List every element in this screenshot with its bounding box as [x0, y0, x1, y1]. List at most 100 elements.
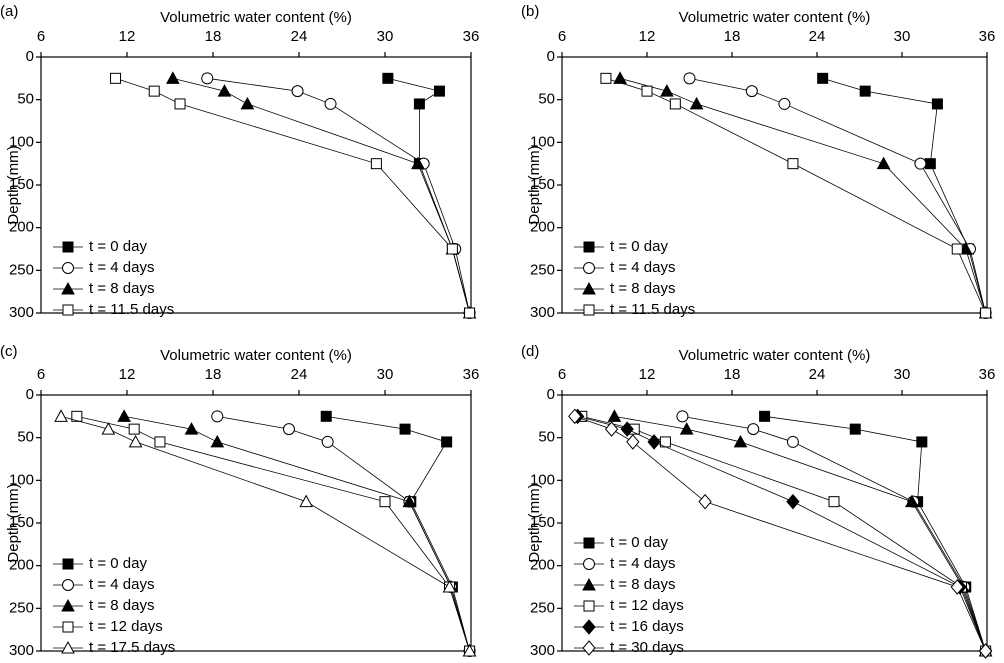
marker: [101, 422, 116, 435]
marker: [201, 72, 214, 85]
marker: [683, 72, 696, 85]
y-tick-label: 0: [26, 386, 34, 403]
marker: [321, 435, 334, 448]
legend-label: t = 8 days: [610, 280, 675, 297]
panel: (a) Volumetric water content (%) Depth (mm…: [0, 3, 479, 321]
marker: [745, 85, 758, 98]
marker: [154, 436, 166, 448]
marker: [324, 97, 337, 110]
legend-label: t = 0 day: [89, 555, 147, 572]
marker: [604, 421, 619, 437]
legend-marker: [582, 619, 596, 635]
marker: [184, 422, 199, 435]
y-tick-label: 50: [538, 91, 555, 108]
legend-label: t = 4 days: [610, 555, 675, 572]
legend-marker: [583, 241, 595, 253]
marker: [240, 96, 255, 110]
marker: [778, 97, 791, 110]
legend-marker: [583, 537, 595, 549]
marker: [217, 84, 232, 97]
y-tick-label: 200: [530, 557, 555, 574]
marker: [676, 410, 689, 423]
y-tick-label: 200: [9, 557, 34, 574]
x-axis-title: Volumetric water content (%): [679, 347, 871, 364]
marker: [379, 496, 391, 508]
marker: [382, 72, 394, 84]
marker: [817, 72, 829, 84]
marker: [148, 85, 160, 97]
marker: [174, 98, 186, 110]
marker: [441, 436, 453, 448]
legend-label: t = 8 days: [89, 597, 154, 614]
y-axis-title: Depth (mm): [526, 145, 543, 224]
y-tick-label: 100: [530, 471, 555, 488]
x-tick-label: 30: [894, 28, 911, 45]
marker: [659, 84, 674, 97]
marker: [641, 85, 653, 97]
marker: [905, 494, 919, 508]
marker: [433, 85, 445, 97]
legend-marker: [62, 579, 74, 591]
y-tick-label: 100: [9, 471, 34, 488]
marker: [128, 423, 140, 435]
marker: [786, 435, 799, 448]
marker: [600, 72, 612, 84]
series-line: [822, 77, 986, 314]
marker: [464, 307, 476, 319]
legend-marker: [62, 621, 74, 633]
x-tick-label: 30: [377, 366, 394, 383]
y-tick-label: 250: [9, 261, 34, 278]
marker: [320, 410, 332, 422]
x-axis-title: Volumetric water content (%): [160, 9, 352, 26]
y-tick-label: 250: [9, 599, 34, 616]
y-tick-label: 200: [530, 219, 555, 236]
y-tick-label: 250: [530, 261, 555, 278]
marker: [828, 496, 840, 508]
y-axis-title: Depth (mm): [5, 145, 22, 224]
y-tick-label: 0: [26, 48, 34, 65]
series-line: [764, 415, 986, 652]
panel-label: (d): [521, 343, 539, 360]
y-tick-label: 300: [9, 642, 34, 659]
marker: [787, 158, 799, 170]
x-tick-label: 12: [639, 366, 656, 383]
legend-marker: [583, 558, 595, 570]
marker: [568, 408, 582, 425]
x-tick-label: 18: [724, 366, 741, 383]
y-tick-label: 100: [530, 133, 555, 150]
legend-label: t = 12 days: [610, 597, 684, 614]
panel: (b) Volumetric water content (%) Depth (mm…: [521, 3, 995, 321]
legend-marker: [582, 281, 596, 295]
marker: [647, 434, 661, 450]
marker: [759, 410, 771, 422]
panel-label: (c): [0, 343, 18, 360]
marker: [211, 410, 224, 423]
legend-label: t = 16 days: [610, 618, 684, 635]
legend: t = 0 day t = 4 days t = 8 days t = 11.5 da…: [53, 238, 174, 318]
marker: [924, 158, 936, 170]
x-tick-label: 18: [724, 28, 741, 45]
y-axis-title: Depth (mm): [5, 483, 22, 562]
y-tick-label: 100: [9, 133, 34, 150]
series-line: [60, 415, 470, 652]
marker: [679, 422, 694, 435]
series-line: [115, 77, 470, 314]
panel: (c) Volumetric water content (%) Depth (mm…: [0, 343, 479, 659]
x-axis-title: Volumetric water content (%): [679, 9, 871, 26]
legend-marker: [61, 598, 75, 612]
marker: [462, 643, 477, 657]
legend-label: t = 4 days: [89, 259, 154, 276]
marker: [291, 85, 304, 98]
x-tick-label: 6: [37, 28, 45, 45]
x-tick-label: 24: [291, 366, 308, 383]
marker: [733, 434, 748, 448]
panel-label: (a): [0, 3, 18, 20]
series-line: [387, 77, 470, 314]
legend-marker: [62, 262, 74, 274]
y-tick-label: 0: [547, 386, 555, 403]
legend-marker: [61, 640, 75, 654]
marker: [166, 71, 180, 84]
x-tick-label: 30: [377, 28, 394, 45]
marker: [117, 409, 131, 422]
